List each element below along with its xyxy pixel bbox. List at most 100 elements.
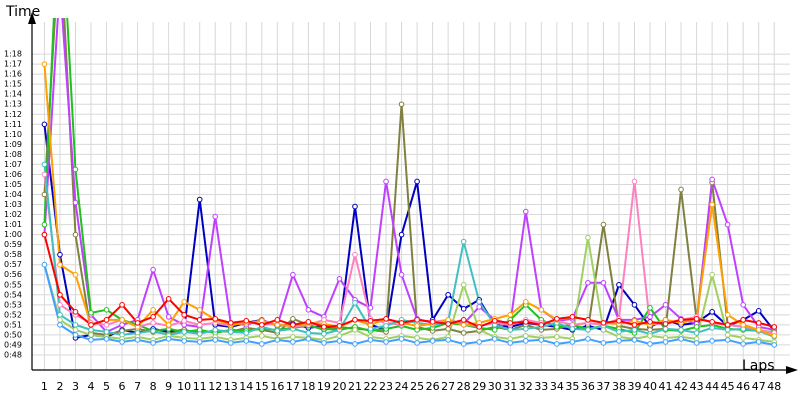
point-marker: [72, 166, 79, 173]
point-marker: [414, 317, 420, 323]
point-marker: [709, 309, 715, 315]
point-marker: [647, 314, 653, 320]
point-marker: [724, 322, 731, 328]
point-marker: [740, 335, 746, 341]
point-marker: [414, 340, 420, 346]
point-marker: [88, 310, 94, 316]
point-marker: [631, 327, 638, 333]
x-tick-label: 26: [426, 380, 440, 393]
point-marker: [212, 327, 219, 333]
point-marker: [755, 308, 762, 314]
x-axis-arrow: [786, 366, 798, 374]
point-marker: [709, 201, 715, 208]
point-marker: [476, 304, 483, 310]
point-marker: [740, 302, 746, 308]
x-tick-label: 2: [56, 380, 63, 393]
point-marker: [522, 333, 529, 339]
y-tick-label: 1:16: [4, 70, 22, 79]
point-marker: [88, 337, 94, 343]
point-marker: [740, 322, 746, 328]
y-axis-arrow: [28, 12, 36, 24]
point-marker: [476, 299, 483, 305]
point-marker: [398, 231, 405, 238]
x-tick-label: 47: [752, 380, 766, 393]
point-marker: [196, 196, 203, 203]
x-tick-label: 45: [721, 380, 735, 393]
point-marker: [72, 322, 79, 328]
point-marker: [600, 279, 607, 286]
point-marker: [724, 221, 731, 228]
point-marker: [429, 338, 436, 344]
point-marker: [491, 336, 498, 342]
point-marker: [57, 302, 63, 308]
y-tick-label: 1:11: [4, 120, 22, 129]
point-marker: [336, 323, 343, 329]
point-marker: [383, 178, 389, 185]
y-tick-label: 0:50: [4, 330, 22, 339]
x-tick-label: 38: [612, 380, 626, 393]
point-marker: [709, 338, 715, 344]
point-marker: [616, 338, 622, 344]
x-tick-label: 22: [364, 380, 378, 393]
point-marker: [367, 305, 374, 311]
point-marker: [72, 199, 79, 206]
point-marker: [445, 326, 451, 332]
point-marker: [41, 161, 48, 168]
x-tick-label: 18: [301, 380, 315, 393]
y-tick-label: 0:49: [4, 340, 22, 349]
point-marker: [259, 333, 265, 339]
point-marker: [367, 337, 374, 343]
point-marker: [352, 327, 358, 333]
point-marker: [662, 321, 669, 327]
point-marker: [181, 318, 187, 324]
y-tick-label: 1:01: [4, 220, 22, 229]
plot-area: [41, 18, 778, 348]
x-tick-label: 31: [503, 380, 517, 393]
point-marker: [196, 331, 203, 337]
point-marker: [429, 319, 436, 325]
y-tick-label: 0:52: [4, 310, 22, 319]
x-tick-label: 42: [674, 380, 688, 393]
point-marker: [600, 320, 607, 326]
point-marker: [693, 330, 700, 336]
point-marker: [196, 322, 203, 328]
point-marker: [724, 337, 731, 343]
x-tick-label: 30: [488, 380, 502, 393]
point-marker: [414, 323, 420, 329]
point-marker: [569, 326, 576, 332]
point-marker: [119, 317, 125, 323]
point-marker: [538, 337, 545, 343]
point-marker: [522, 326, 529, 332]
x-tick-label: 44: [705, 380, 719, 393]
point-marker: [72, 271, 79, 278]
point-marker: [150, 314, 156, 320]
point-marker: [631, 302, 638, 308]
x-tick-label: 40: [643, 380, 657, 393]
x-tick-label: 8: [150, 380, 157, 393]
point-marker: [212, 316, 219, 322]
point-marker: [693, 316, 700, 322]
y-tick-label: 1:10: [4, 130, 22, 139]
point-marker: [585, 336, 591, 342]
x-tick-label: 15: [255, 380, 269, 393]
point-marker: [383, 339, 389, 345]
x-tick-label: 1: [41, 380, 48, 393]
point-marker: [352, 203, 358, 210]
y-tick-label: 0:53: [4, 300, 22, 309]
y-tick-label: 0:48: [4, 350, 22, 359]
point-marker: [103, 317, 110, 323]
point-marker: [445, 291, 451, 298]
x-tick-label: 12: [208, 380, 222, 393]
x-axis-label: Laps: [742, 358, 775, 374]
point-marker: [771, 333, 778, 339]
point-marker: [336, 275, 343, 282]
point-marker: [678, 317, 684, 323]
point-marker: [274, 328, 281, 334]
y-tick-label: 1:08: [4, 150, 22, 159]
point-marker: [150, 340, 156, 346]
point-marker: [352, 317, 358, 323]
point-marker: [709, 325, 715, 331]
point-marker: [538, 322, 545, 328]
y-tick-label: 1:05: [4, 180, 22, 189]
point-marker: [507, 312, 514, 318]
